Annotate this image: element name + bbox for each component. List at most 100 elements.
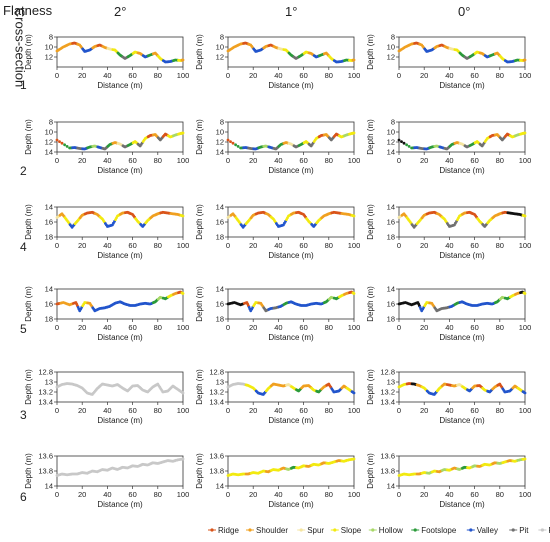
x-axis-label: Distance (m) (97, 500, 143, 509)
x-tick-label: 60 (470, 406, 478, 415)
x-tick-label: 40 (445, 406, 453, 415)
point-ridge (60, 141, 64, 145)
legend-item-pit: Pit (509, 526, 529, 535)
x-axis-label: Distance (m) (268, 166, 314, 175)
point-slope (352, 292, 356, 295)
y-tick-label: 13.4 (38, 398, 53, 407)
panel-r4-c3: 0 20 40 60 80 100 14 16 18 Distance (m) Depth (m) (366, 285, 531, 343)
legend-item-ridge: Ridge (208, 526, 239, 535)
point-slope (523, 214, 527, 218)
x-tick-label: 80 (154, 490, 162, 499)
panel-r4-c2: 0 20 40 60 80 100 14 16 18 Distance (m) Depth (m) (195, 285, 360, 343)
x-axis-label: Distance (m) (268, 81, 314, 90)
x-tick-label: 80 (154, 71, 162, 80)
point-footslope (407, 145, 411, 148)
y-tick-label: 13.4 (209, 398, 224, 407)
x-tick-label: 80 (154, 156, 162, 165)
x-tick-label: 20 (420, 241, 428, 250)
y-tick-label: 8 (49, 118, 53, 127)
point-footslope (405, 143, 408, 147)
x-tick-label: 60 (128, 71, 136, 80)
y-tick-label: 14 (45, 148, 53, 157)
legend-marker (540, 528, 545, 532)
y-tick-label: 13.8 (380, 467, 395, 476)
plot-frame (227, 121, 355, 153)
y-axis-label: Depth (m) (195, 369, 204, 405)
point-valley (523, 391, 527, 395)
x-tick-label: 40 (103, 156, 111, 165)
x-tick-label: 20 (78, 406, 86, 415)
y-tick-label: 14 (216, 285, 224, 294)
legend-item-valley: Valley (466, 526, 498, 535)
point-footslope (63, 143, 66, 147)
y-tick-label: 13 (216, 378, 224, 387)
y-tick-label: 18 (45, 315, 53, 324)
point-slope (352, 214, 356, 218)
point-slope (523, 131, 527, 135)
y-tick-label: 13 (45, 378, 53, 387)
x-tick-label: 20 (249, 241, 257, 250)
y-tick-label: 13.2 (38, 388, 53, 397)
y-tick-label: 13.2 (380, 388, 395, 397)
x-tick-label: 20 (420, 71, 428, 80)
x-tick-label: 40 (103, 241, 111, 250)
x-tick-label: 60 (299, 323, 307, 332)
y-tick-label: 10 (216, 128, 224, 137)
legend-item-shoulder: Shoulder (246, 526, 288, 535)
x-tick-label: 40 (274, 241, 282, 250)
x-tick-label: 40 (103, 71, 111, 80)
x-tick-label: 100 (348, 156, 361, 165)
y-tick-label: 16 (387, 300, 395, 309)
x-tick-label: 100 (519, 490, 532, 499)
point-peak (400, 140, 403, 144)
x-axis-label: Distance (m) (439, 333, 485, 342)
x-tick-label: 60 (299, 71, 307, 80)
point-footslope (236, 145, 240, 148)
x-tick-label: 60 (299, 156, 307, 165)
y-axis-label: Depth (m) (24, 119, 33, 155)
x-tick-label: 80 (496, 71, 504, 80)
y-tick-label: 10 (216, 43, 224, 52)
x-tick-label: 60 (470, 156, 478, 165)
point-slope (181, 292, 185, 295)
y-tick-label: 12.8 (38, 368, 53, 377)
y-tick-label: 13.6 (209, 452, 224, 461)
legend-marker (210, 528, 214, 532)
y-tick-label: 16 (216, 218, 224, 227)
x-tick-label: 80 (325, 71, 333, 80)
y-tick-label: 8 (391, 33, 395, 42)
x-tick-label: 20 (420, 156, 428, 165)
x-axis-label: Distance (m) (97, 333, 143, 342)
panel-r6-c1: 0 20 40 60 80 100 13.6 13.8 14 Distance (m) Depth … (24, 452, 189, 510)
x-tick-label: 80 (325, 323, 333, 332)
point-peak (397, 138, 401, 142)
x-tick-label: 100 (348, 323, 361, 332)
y-tick-label: 13.6 (380, 452, 395, 461)
y-tick-label: 16 (216, 300, 224, 309)
x-tick-label: 20 (249, 156, 257, 165)
point-footslope (65, 145, 69, 148)
point-slope (523, 457, 527, 461)
x-axis-label: Distance (m) (439, 81, 485, 90)
y-axis-label: Depth (m) (24, 453, 33, 489)
x-axis-label: Distance (m) (268, 500, 314, 509)
y-axis-label: Depth (m) (195, 204, 204, 240)
panel-r6-c2: 0 20 40 60 80 100 13.6 13.8 14 Distance (m) Depth … (195, 452, 360, 510)
x-tick-label: 0 (55, 156, 59, 165)
x-axis-label: Distance (m) (439, 416, 485, 425)
panel-r3-c2: 0 20 40 60 80 100 14 16 18 Distance (m) Depth (m) (195, 203, 360, 261)
y-tick-label: 14 (387, 148, 395, 157)
x-tick-label: 20 (420, 406, 428, 415)
legend-marker (299, 528, 303, 532)
y-tick-label: 10 (387, 128, 395, 137)
y-tick-label: 14 (45, 203, 53, 212)
panel-r6-c3: 0 20 40 60 80 100 13.6 13.8 14 Distance (m) Depth … (366, 452, 531, 510)
x-tick-label: 0 (397, 71, 401, 80)
column-header-0deg: 0° (458, 4, 471, 19)
x-tick-label: 40 (445, 490, 453, 499)
point-flat (181, 457, 185, 461)
x-tick-label: 80 (496, 241, 504, 250)
